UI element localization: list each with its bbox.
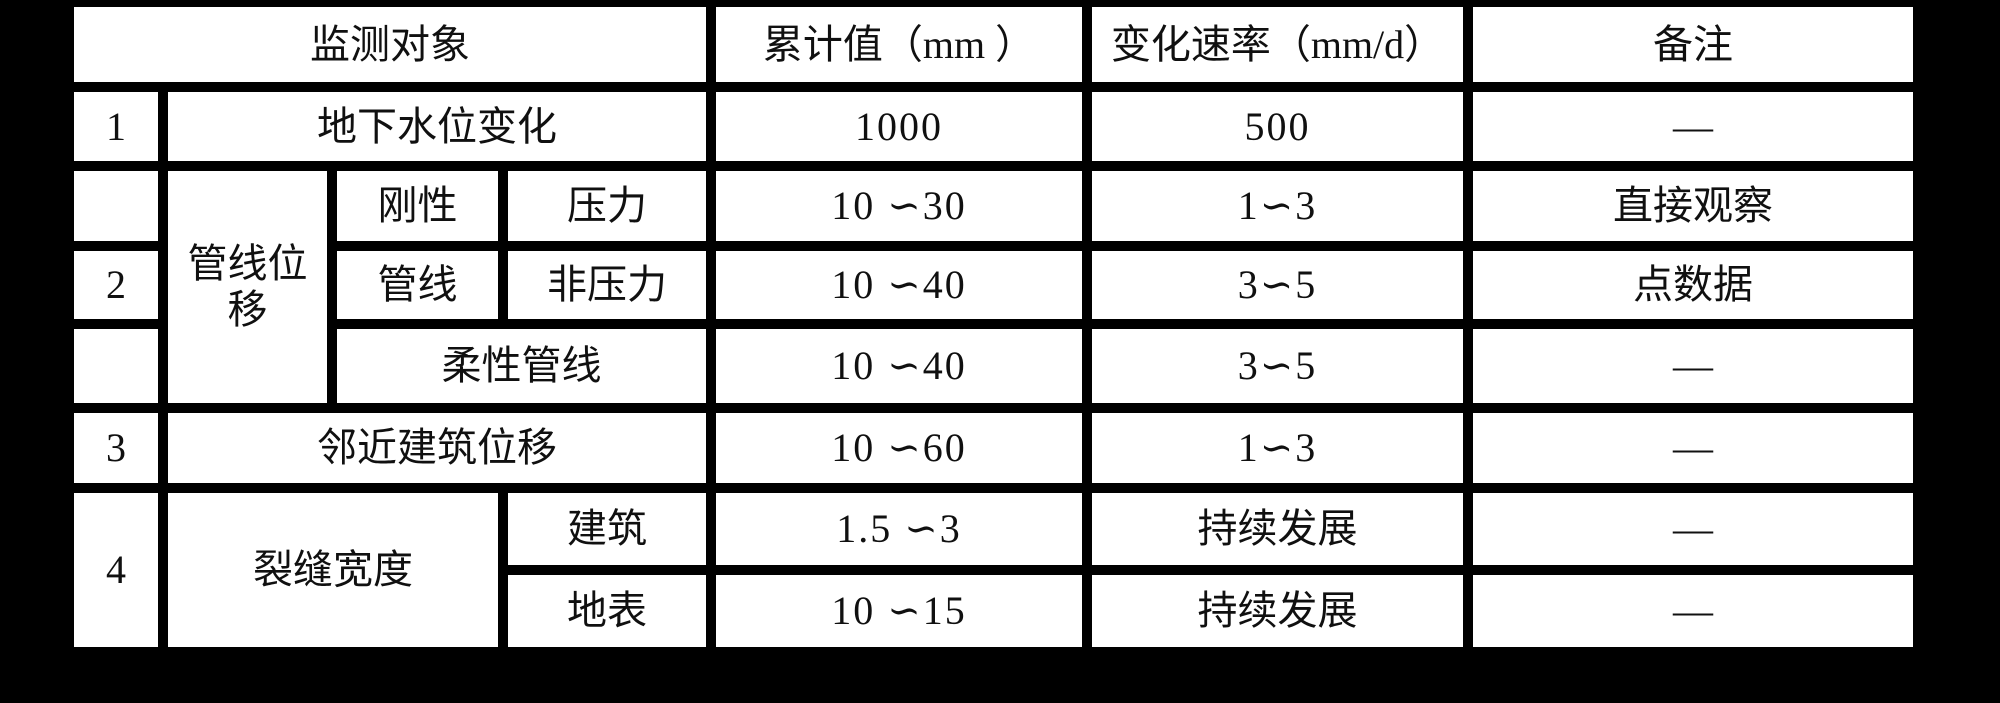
cell-row4b-cumulative: 10 ∽15 (716, 575, 1082, 647)
cell-row4-number: 4 (74, 493, 158, 647)
cell-row3-remark: — (1473, 413, 1913, 483)
table-row: 柔性管线 10 ∽40 3∽5 — (74, 329, 1913, 403)
table-header-row: 监测对象 累计值（mm ） 变化速率（mm/d） 备注 (74, 7, 1913, 82)
table-row: 1 地下水位变化 1000 500 — (74, 92, 1913, 161)
cell-row3-object: 邻近建筑位移 (168, 413, 706, 483)
cell-row2a-type: 刚性 (337, 171, 498, 241)
cell-row2b-number: 2 (74, 251, 158, 319)
cell-row2c-rate: 3∽5 (1092, 329, 1463, 403)
cell-row2a-rate: 1∽3 (1092, 171, 1463, 241)
cell-row1-number: 1 (74, 92, 158, 161)
cell-row2b-cumulative: 10 ∽40 (716, 251, 1082, 319)
cell-row1-object: 地下水位变化 (168, 92, 706, 161)
table-row: 4 裂缝宽度 建筑 1.5 ∽3 持续发展 — (74, 493, 1913, 647)
cell-row2a-remark: 直接观察 (1473, 171, 1913, 241)
monitoring-thresholds-table: 监测对象 累计值（mm ） 变化速率（mm/d） 备注 1 地下水位变化 100… (64, 0, 1923, 657)
cell-row4a-rate: 持续发展 (1092, 493, 1463, 565)
cell-row3-cumulative: 10 ∽60 (716, 413, 1082, 483)
header-monitoring-object: 监测对象 (74, 7, 706, 82)
cell-row4b-remark: — (1473, 575, 1913, 647)
cell-row3-rate: 1∽3 (1092, 413, 1463, 483)
cell-crack-width-group: 裂缝宽度 (168, 493, 498, 647)
header-cumulative-value: 累计值（mm ） (716, 7, 1082, 82)
monitoring-table: 监测对象 累计值（mm ） 变化速率（mm/d） 备注 1 地下水位变化 100… (64, 0, 1923, 657)
cell-row2a-cumulative: 10 ∽30 (716, 171, 1082, 241)
cell-row2b-rate: 3∽5 (1092, 251, 1463, 319)
cell-row2a-subtype: 压力 (508, 171, 706, 241)
cell-row4a-cumulative: 1.5 ∽3 (716, 493, 1082, 565)
cell-pipeline-displacement-group: 管线位移 (168, 171, 327, 403)
cell-row4b-rate: 持续发展 (1092, 575, 1463, 647)
cell-row2b-subtype: 非压力 (508, 251, 706, 319)
table-row: 管线位移 刚性 压力 10 ∽30 1∽3 直接观察 (74, 171, 1913, 403)
cell-row2a-number (74, 171, 158, 241)
cell-row3-number: 3 (74, 413, 158, 483)
cell-row1-rate: 500 (1092, 92, 1463, 161)
cell-row4a-remark: — (1473, 493, 1913, 565)
table-row: 地表 10 ∽15 持续发展 — (74, 575, 1913, 647)
cell-row2c-cumulative: 10 ∽40 (716, 329, 1082, 403)
cell-row2c-number (74, 329, 158, 403)
cell-row4a-type: 建筑 (508, 493, 706, 565)
header-change-rate: 变化速率（mm/d） (1092, 7, 1463, 82)
table-row: 3 邻近建筑位移 10 ∽60 1∽3 — (74, 413, 1913, 483)
cell-row2b-remark: 点数据 (1473, 251, 1913, 319)
cell-row2b-type: 管线 (337, 251, 498, 319)
table-row: 2 管线 非压力 10 ∽40 3∽5 点数据 (74, 251, 1913, 319)
cell-row2c-remark: — (1473, 329, 1913, 403)
header-remark: 备注 (1473, 7, 1913, 82)
cell-row1-remark: — (1473, 92, 1913, 161)
cell-row4b-type: 地表 (508, 575, 706, 647)
cell-row1-cumulative: 1000 (716, 92, 1082, 161)
cell-row2c-type: 柔性管线 (337, 329, 706, 403)
